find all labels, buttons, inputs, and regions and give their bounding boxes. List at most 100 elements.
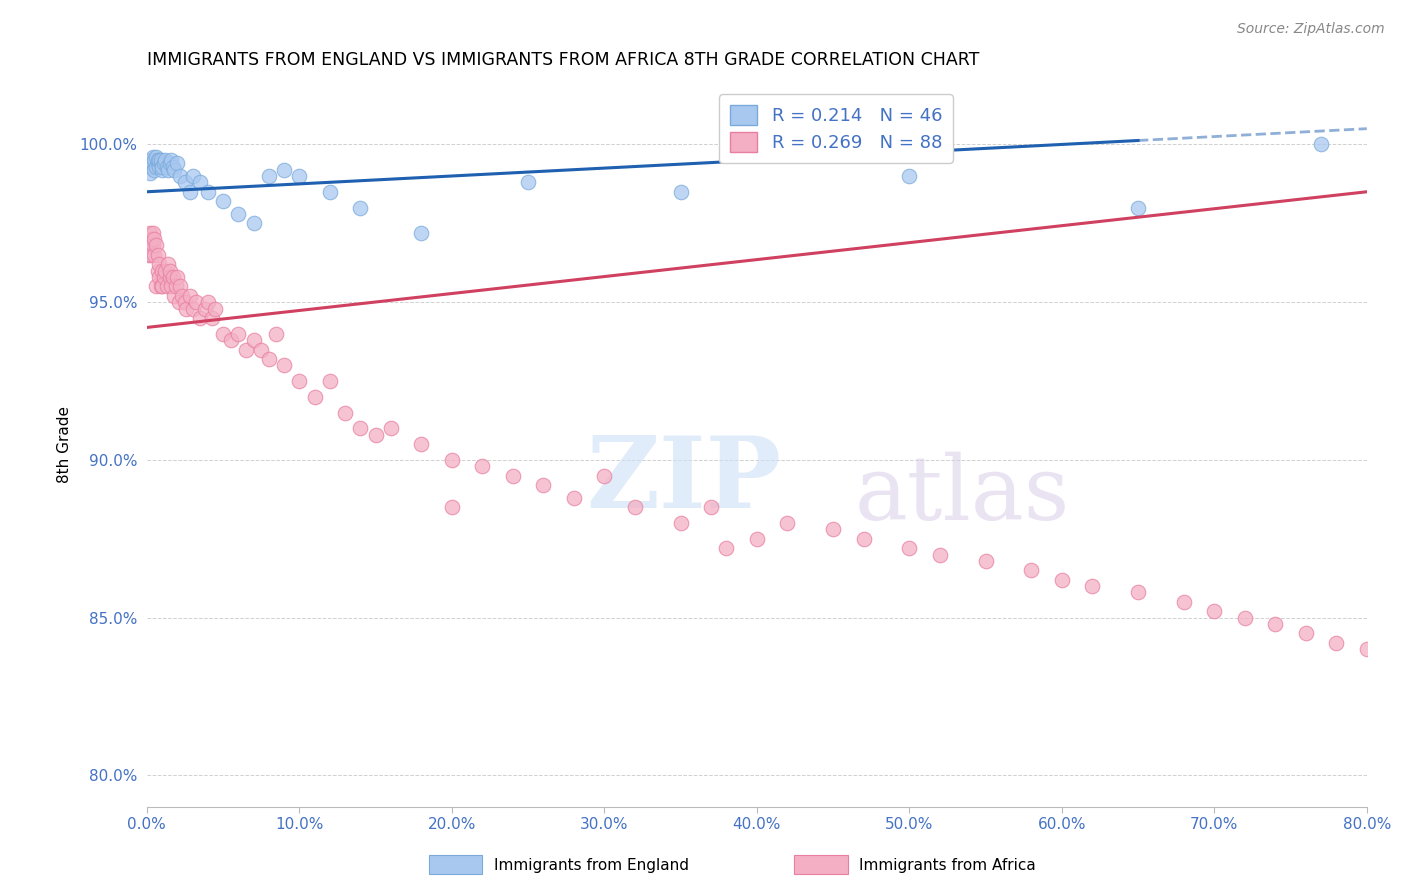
Point [167,295,190,310]
Point [142,226,165,240]
Point [928,548,950,562]
Point [250,343,273,357]
Point [898,541,921,556]
Point [149,279,172,293]
Point [176,301,198,316]
Point [1050,573,1073,587]
Legend: R = 0.214   N = 46, R = 0.269   N = 88: R = 0.214 N = 46, R = 0.269 N = 88 [720,94,953,162]
Point [141,248,163,262]
Point [349,421,371,435]
Point [288,374,311,388]
Point [228,207,250,221]
Point [1126,201,1149,215]
Point [1264,617,1286,632]
Point [235,343,257,357]
Text: Immigrants from Africa: Immigrants from Africa [859,858,1036,872]
Point [319,185,342,199]
Point [1295,626,1317,640]
Point [149,153,172,168]
Point [162,160,184,174]
Point [145,160,167,174]
Point [517,175,540,189]
Point [184,295,207,310]
Point [142,156,165,170]
Point [150,279,173,293]
Point [160,153,183,168]
Point [142,238,165,252]
Point [1081,579,1104,593]
Point [145,279,167,293]
Point [150,160,173,174]
Point [166,156,188,170]
Point [531,478,554,492]
Point [159,269,181,284]
Point [159,263,181,277]
Point [411,437,433,451]
Point [153,263,176,277]
Point [471,459,494,474]
Point [823,522,845,536]
Point [974,554,997,568]
Point [157,257,180,271]
Point [333,406,356,420]
Point [440,500,463,515]
Point [146,263,169,277]
Text: atlas: atlas [855,451,1070,539]
Point [242,333,264,347]
Point [288,169,311,183]
Point [149,156,172,170]
Point [146,248,169,262]
Point [152,269,174,284]
Point [228,326,250,341]
Point [148,160,170,174]
Point [273,359,295,373]
Point [593,468,616,483]
Point [319,374,342,388]
Point [146,153,169,168]
Point [562,491,585,505]
Point [160,279,183,293]
Point [141,153,163,168]
Point [1173,595,1195,609]
Point [141,232,163,246]
Point [411,226,433,240]
Point [143,232,166,246]
Point [204,301,226,316]
Point [197,295,219,310]
Point [502,468,524,483]
Point [146,156,169,170]
Point [349,201,371,215]
Point [139,166,162,180]
Point [1126,585,1149,599]
Point [181,301,204,316]
Point [138,248,160,262]
Point [364,427,387,442]
Point [304,390,326,404]
Point [1233,610,1256,624]
Point [148,257,170,271]
Point [624,500,647,515]
Point [145,150,167,164]
Point [139,226,162,240]
Point [181,169,204,183]
Point [1310,137,1333,152]
Point [212,326,235,341]
Point [143,153,166,168]
Point [162,269,184,284]
Point [150,162,173,177]
Point [169,169,191,183]
Point [669,185,692,199]
Point [257,351,280,366]
Point [179,289,201,303]
Point [145,238,167,252]
Point [194,301,217,316]
Point [159,156,181,170]
Point [716,541,738,556]
Point [257,169,280,183]
Point [142,150,165,164]
Point [156,279,179,293]
Point [197,185,219,199]
Point [179,185,201,199]
Point [148,269,170,284]
Point [139,238,162,252]
